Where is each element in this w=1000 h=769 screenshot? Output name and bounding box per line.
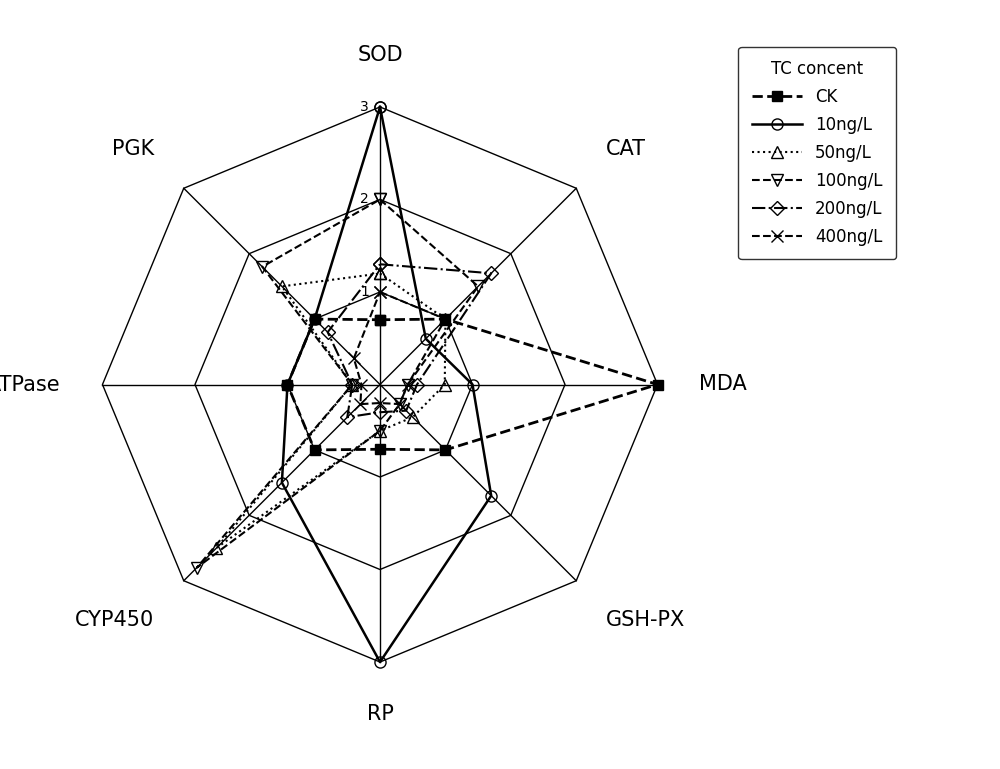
Text: MDA: MDA [699, 375, 747, 394]
Legend: CK, 10ng/L, 50ng/L, 100ng/L, 200ng/L, 400ng/L: CK, 10ng/L, 50ng/L, 100ng/L, 200ng/L, 40… [738, 47, 896, 259]
Text: PGK: PGK [112, 139, 154, 159]
Text: 3: 3 [360, 100, 369, 114]
Text: GSH-PX: GSH-PX [606, 610, 685, 630]
Text: RP: RP [367, 704, 393, 724]
Text: CYP450: CYP450 [75, 610, 154, 630]
Text: 2: 2 [360, 192, 369, 207]
Text: CAT: CAT [606, 139, 646, 159]
Text: 1: 1 [360, 285, 369, 299]
Text: ATPase: ATPase [0, 375, 61, 394]
Text: SOD: SOD [357, 45, 403, 65]
